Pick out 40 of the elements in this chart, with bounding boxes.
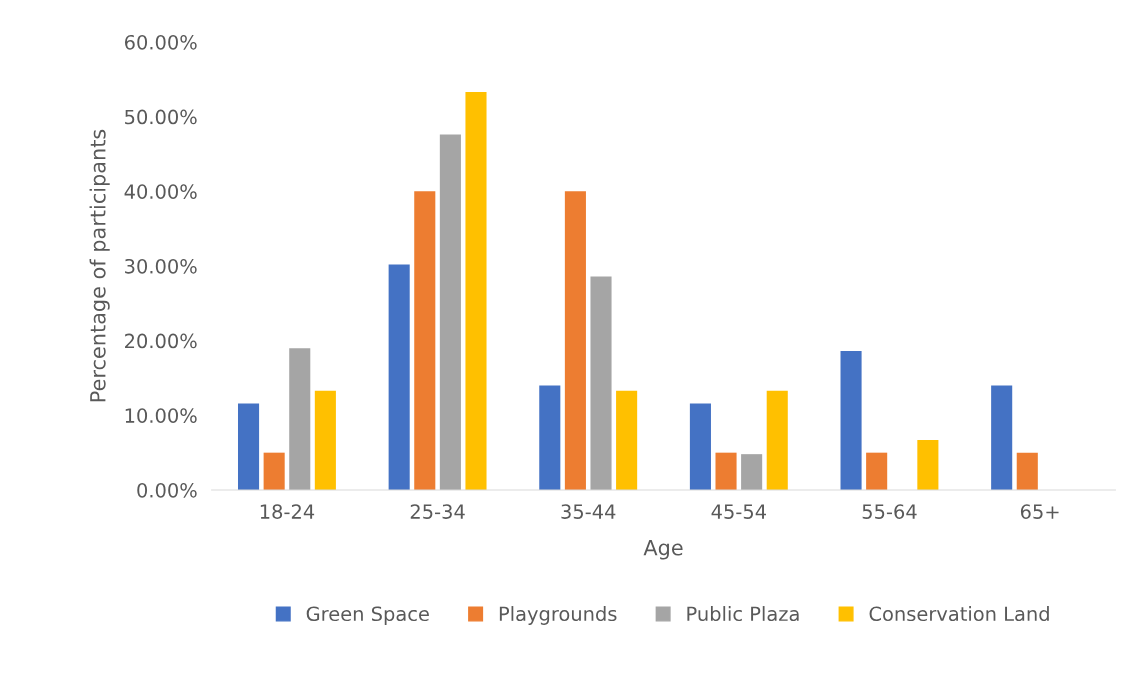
- bar: [689, 403, 711, 490]
- legend-label: Conservation Land: [869, 606, 1049, 622]
- bar: [414, 191, 436, 490]
- x-tick-label: 35-44: [561, 504, 616, 519]
- bar: [590, 276, 612, 490]
- y-axis-title: Percentage of participants: [89, 129, 110, 402]
- x-tick-label: 45-54: [711, 504, 766, 519]
- legend-label: Green Space: [306, 606, 429, 625]
- y-tick-label: 40.00%: [124, 184, 197, 199]
- bar: [465, 92, 487, 490]
- bar: [917, 439, 939, 490]
- bar: [766, 390, 788, 490]
- x-tick-label: 18-24: [260, 504, 315, 519]
- bar: [616, 390, 638, 490]
- bar: [289, 348, 311, 490]
- x-tick-label: 25-34: [410, 504, 465, 519]
- bar: [439, 134, 461, 490]
- y-tick-label: 30.00%: [125, 258, 197, 274]
- bar: [263, 452, 285, 490]
- bar: [715, 452, 737, 490]
- x-tick-label: 65+: [1020, 504, 1059, 519]
- bar: [388, 264, 410, 490]
- y-tick-label: 50.00%: [125, 109, 197, 125]
- y-tick-label: 0.00%: [137, 482, 197, 498]
- y-tick-label: 20.00%: [125, 333, 197, 349]
- bar: [314, 390, 336, 490]
- bar: [840, 351, 862, 490]
- x-tick-label: 55-64: [862, 504, 917, 519]
- bar: [539, 385, 561, 490]
- bar: [741, 454, 763, 490]
- y-tick-label: 10.00%: [125, 408, 197, 423]
- bar: [866, 452, 888, 490]
- bar: [1016, 452, 1038, 490]
- legend-label: Public Plaza: [687, 606, 799, 622]
- y-tick-label: 60.00%: [124, 34, 197, 50]
- bar: [238, 403, 260, 490]
- x-axis-title: Age: [643, 540, 683, 560]
- bar: [991, 385, 1013, 490]
- legend-label: Playgrounds: [499, 606, 617, 625]
- bar: [564, 191, 586, 490]
